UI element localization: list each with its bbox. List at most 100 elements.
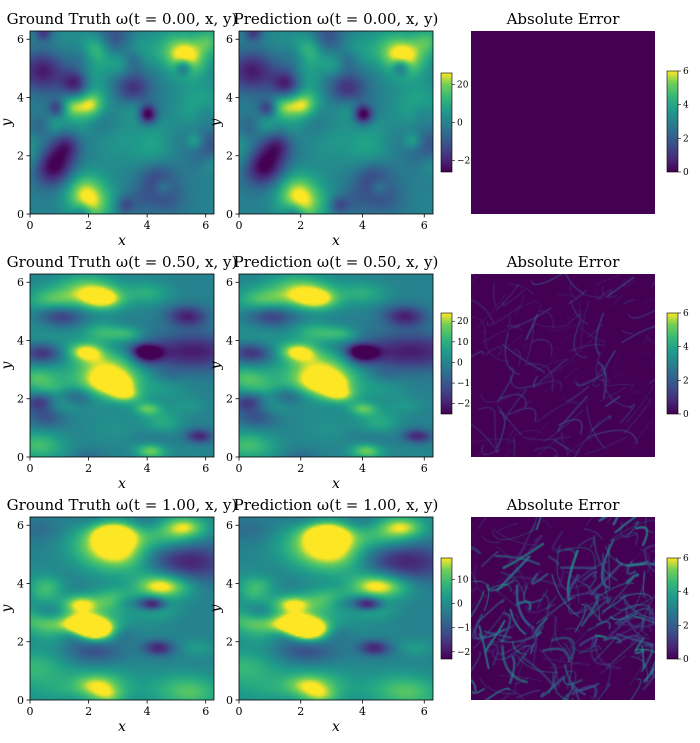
colorbar-tick-label: 0: [457, 600, 463, 610]
ground-truth-heatmap: [30, 31, 214, 214]
colorbar-tick-label: 6: [683, 309, 689, 319]
y-tick-label: 6: [226, 519, 233, 532]
y-tick-label: 4: [226, 577, 233, 590]
axes-frame: [29, 273, 215, 458]
x-tick-label: 4: [359, 219, 366, 232]
absolute-error-title: Absolute Error: [506, 253, 621, 271]
y-axis-label: y: [208, 360, 224, 370]
y-tick-label: 0: [226, 208, 233, 221]
x-tick-label: 2: [85, 705, 92, 718]
prediction-title: Prediction ω(t = 1.00, x, y): [234, 496, 439, 514]
colorbar-tick-label: −10: [457, 379, 476, 389]
x-tick-label: 0: [236, 462, 243, 475]
error-colorbar: [666, 557, 679, 660]
x-tick-label: 4: [359, 705, 366, 718]
prediction-heatmap: [239, 517, 433, 700]
y-tick-label: 0: [17, 694, 24, 707]
colorbar-tick-label: 0: [457, 358, 463, 368]
y-tick-label: 0: [17, 451, 24, 464]
x-tick-label: 4: [144, 462, 151, 475]
x-tick-label: 4: [359, 462, 366, 475]
prediction-heatmap: [239, 274, 433, 457]
x-tick-label: 0: [236, 705, 243, 718]
axes-frame: [238, 273, 434, 458]
x-axis-label: x: [118, 719, 126, 735]
ground-truth-title: Ground Truth ω(t = 1.00, x, y): [7, 496, 238, 514]
y-tick-label: 6: [226, 33, 233, 46]
colorbar-tick-label: 6: [683, 554, 689, 564]
x-tick-label: 2: [85, 219, 92, 232]
x-tick-label: 6: [421, 219, 428, 232]
y-tick-label: 2: [17, 636, 24, 649]
colorbar-tick-label: 0: [683, 410, 689, 420]
y-tick-label: 0: [226, 694, 233, 707]
colorbar-tick-label: 20: [457, 317, 469, 327]
colorbar-tick-label: 20: [457, 80, 469, 90]
y-tick-label: 4: [17, 334, 24, 347]
y-axis-label: y: [0, 360, 15, 370]
y-tick-label: 4: [226, 91, 233, 104]
y-tick-label: 4: [17, 577, 24, 590]
axes-frame: [238, 30, 434, 215]
x-tick-label: 6: [421, 705, 428, 718]
prediction-title: Prediction ω(t = 0.00, x, y): [234, 10, 439, 28]
x-tick-label: 2: [297, 462, 304, 475]
field-colorbar: [440, 72, 453, 173]
error-colorbar: [666, 312, 679, 415]
colorbar-tick-label: −20: [457, 400, 476, 410]
y-axis-label: y: [208, 117, 224, 127]
ground-truth-heatmap: [30, 274, 214, 457]
y-axis-label: y: [0, 117, 15, 127]
colorbar-tick-label: 0: [683, 655, 689, 665]
prediction-title: Prediction ω(t = 0.50, x, y): [234, 253, 439, 271]
y-axis-label: y: [208, 603, 224, 613]
colorbar-tick-label: 4: [683, 343, 689, 353]
colorbar-tick-label: 10: [457, 338, 469, 348]
y-tick-label: 6: [17, 276, 24, 289]
x-tick-label: 6: [202, 705, 209, 718]
absolute-error-heatmap: [471, 31, 655, 214]
y-tick-label: 4: [17, 91, 24, 104]
x-axis-label: x: [332, 233, 340, 249]
colorbar-tick-label: 2: [683, 134, 689, 144]
field-colorbar: [440, 312, 453, 415]
absolute-error-heatmap: [471, 517, 655, 700]
colorbar-tick-label: 4: [683, 101, 689, 111]
axes-frame: [29, 30, 215, 215]
y-tick-label: 2: [226, 393, 233, 406]
x-tick-label: 0: [27, 462, 34, 475]
x-tick-label: 2: [85, 462, 92, 475]
y-tick-label: 2: [226, 150, 233, 163]
absolute-error-title: Absolute Error: [506, 496, 621, 514]
colorbar-tick-label: −20: [457, 648, 476, 658]
colorbar-tick-label: −10: [457, 624, 476, 634]
absolute-error-title: Absolute Error: [506, 10, 621, 28]
absolute-error-heatmap: [471, 274, 655, 457]
colorbar-tick-label: 6: [683, 67, 689, 77]
x-tick-label: 6: [421, 462, 428, 475]
x-tick-label: 0: [236, 219, 243, 232]
colorbar-tick-label: 2: [683, 376, 689, 386]
colorbar-tick-label: 4: [683, 588, 689, 598]
colorbar-tick-label: 0: [457, 119, 463, 129]
ground-truth-title: Ground Truth ω(t = 0.50, x, y): [7, 253, 238, 271]
axes-frame: [238, 516, 434, 701]
colorbar-tick-label: 10: [457, 576, 469, 586]
x-axis-label: x: [118, 476, 126, 492]
colorbar-tick-label: 0: [683, 168, 689, 178]
y-tick-label: 6: [17, 519, 24, 532]
y-tick-label: 0: [17, 208, 24, 221]
y-tick-label: 4: [226, 334, 233, 347]
x-tick-label: 6: [202, 219, 209, 232]
y-tick-label: 6: [226, 276, 233, 289]
colorbar-tick-label: 2: [683, 621, 689, 631]
x-tick-label: 4: [144, 219, 151, 232]
x-tick-label: 2: [297, 705, 304, 718]
x-tick-label: 0: [27, 219, 34, 232]
y-tick-label: 2: [17, 150, 24, 163]
prediction-heatmap: [239, 31, 433, 214]
x-axis-label: x: [118, 233, 126, 249]
ground-truth-title: Ground Truth ω(t = 0.00, x, y): [7, 10, 238, 28]
x-axis-label: x: [332, 719, 340, 735]
